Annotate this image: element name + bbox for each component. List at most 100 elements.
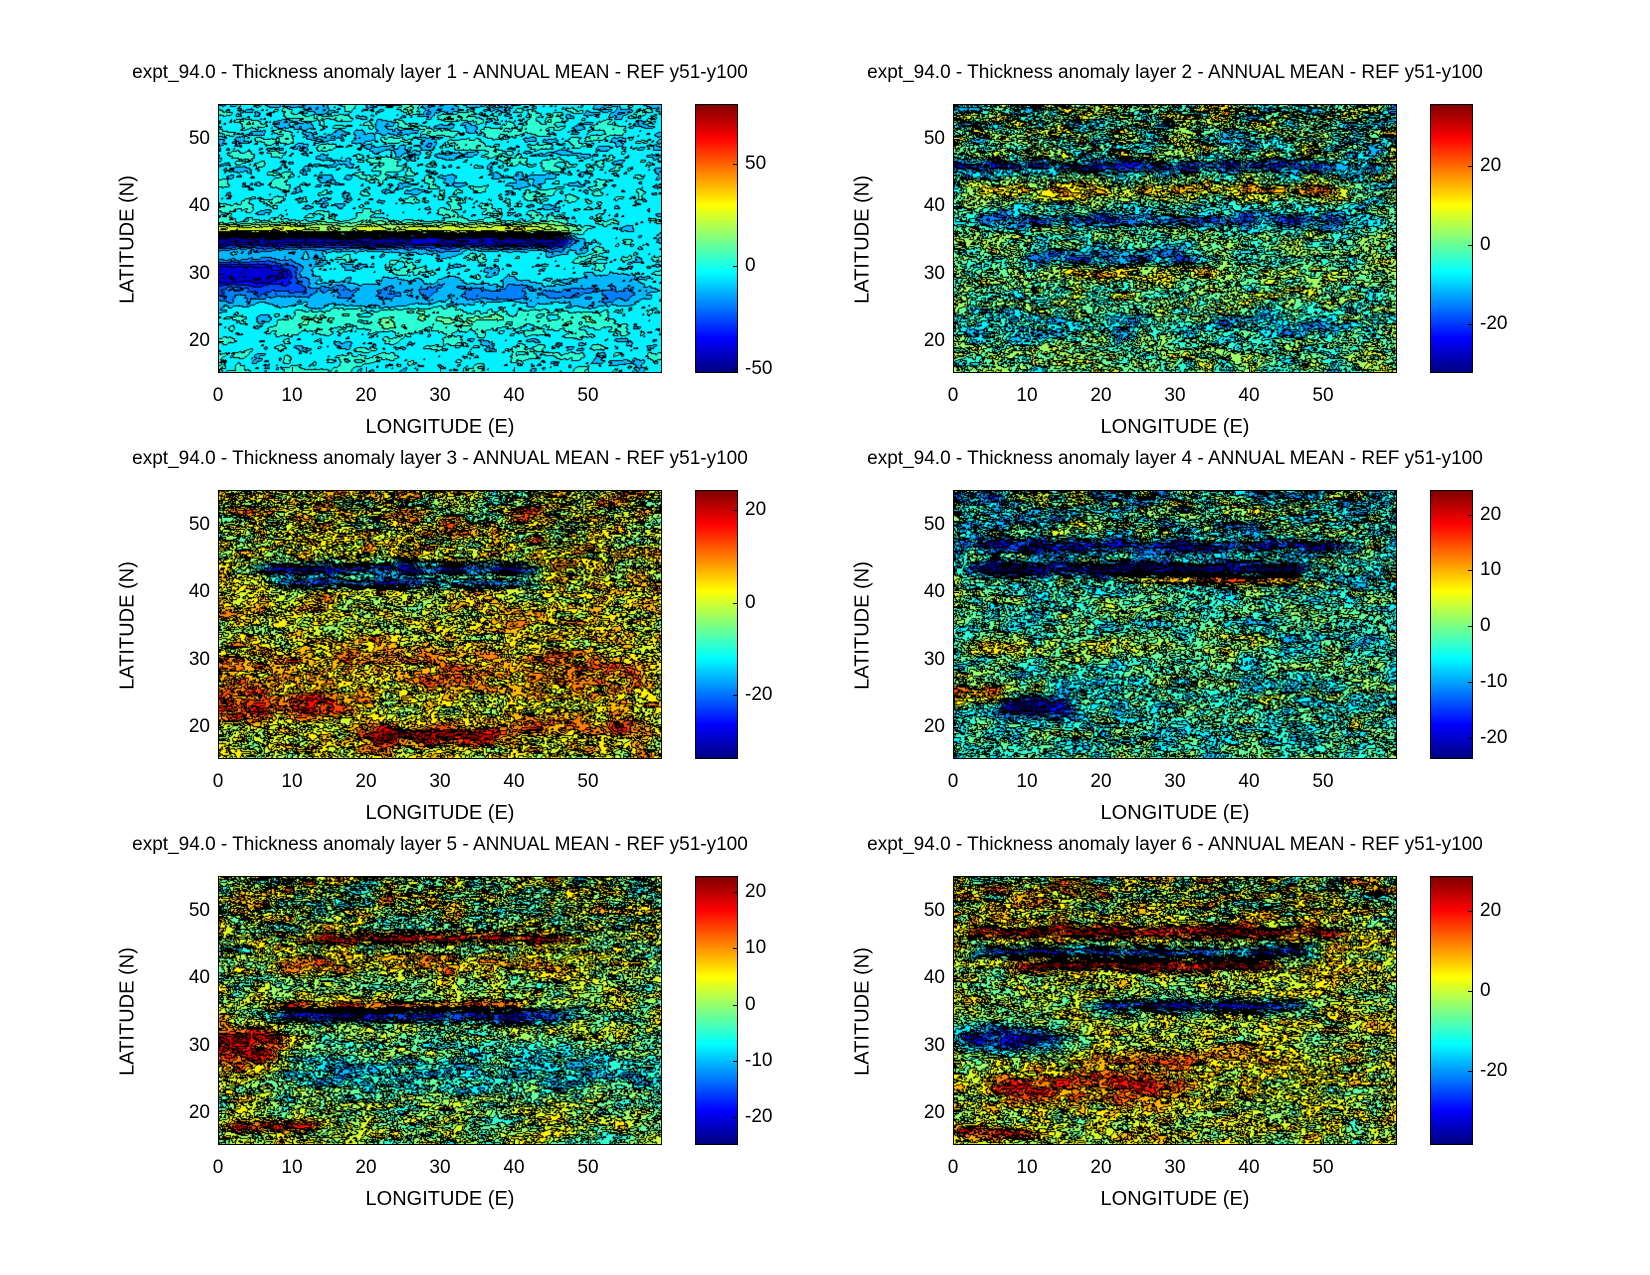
x-tick-label: 30 — [429, 771, 451, 792]
x-tick-mark — [1175, 1139, 1176, 1144]
y-tick-label: 40 — [188, 581, 210, 603]
x-tick-mark — [366, 753, 367, 758]
y-tick-mark — [219, 911, 224, 913]
x-tick-label: 50 — [577, 385, 599, 406]
x-tick-mark — [1249, 1139, 1250, 1144]
colorbar-tick-label: 20 — [1480, 155, 1502, 177]
contour-panel-layer-6: expt_94.0 - Thickness anomaly layer 6 - … — [852, 834, 1508, 1210]
x-tick-mark — [292, 1139, 293, 1144]
x-axis-label: LONGITUDE (E) — [365, 802, 515, 824]
y-tick-mark — [219, 1045, 224, 1047]
x-tick-label: 20 — [1090, 1157, 1112, 1178]
x-tick-label: 30 — [429, 385, 451, 406]
x-tick-label: 20 — [355, 1157, 377, 1178]
x-tick-mark — [440, 1139, 441, 1144]
y-tick-mark — [954, 911, 959, 913]
colorbar-tick-mark — [733, 163, 738, 165]
colorbar-tick-mark — [1468, 991, 1473, 993]
y-tick-label: 20 — [188, 1102, 210, 1124]
colorbar — [695, 876, 738, 1145]
x-tick-mark — [1101, 1139, 1102, 1144]
colorbar-tick-mark — [1468, 245, 1473, 247]
plot-title: expt_94.0 - Thickness anomaly layer 2 - … — [867, 62, 1483, 83]
x-tick-mark — [292, 753, 293, 758]
x-tick-label: 30 — [1164, 1157, 1186, 1178]
y-tick-label: 40 — [188, 195, 210, 217]
colorbar-tick-label: 0 — [745, 255, 756, 277]
colorbar-tick-mark — [733, 1004, 738, 1006]
colorbar-tick-label: -20 — [745, 1106, 773, 1128]
y-tick-mark — [219, 341, 224, 343]
x-axis-label: LONGITUDE (E) — [1100, 416, 1250, 438]
y-tick-mark — [954, 592, 959, 594]
colorbar-tick-label: -20 — [1480, 1060, 1508, 1082]
x-tick-mark — [953, 753, 954, 758]
contour-plot — [218, 490, 662, 759]
y-tick-mark — [954, 139, 959, 141]
y-tick-label: 50 — [923, 900, 945, 922]
colorbar-tick-label: -20 — [1480, 313, 1508, 335]
x-tick-label: 0 — [212, 1157, 224, 1178]
x-tick-label: 20 — [355, 385, 377, 406]
plot-title: expt_94.0 - Thickness anomaly layer 4 - … — [867, 448, 1483, 469]
y-tick-label: 50 — [188, 900, 210, 922]
y-tick-mark — [219, 273, 224, 275]
y-tick-mark — [954, 978, 959, 980]
x-tick-label: 50 — [577, 1157, 599, 1178]
colorbar — [695, 104, 738, 373]
x-tick-mark — [440, 753, 441, 758]
x-tick-mark — [218, 367, 219, 372]
colorbar-tick-label: -10 — [745, 1049, 773, 1071]
contour-plot — [218, 876, 662, 1145]
x-tick-label: 10 — [1016, 385, 1038, 406]
x-tick-mark — [1027, 753, 1028, 758]
y-tick-label: 30 — [188, 262, 210, 284]
colorbar-tick-label: 0 — [745, 993, 756, 1015]
y-tick-label: 30 — [188, 1034, 210, 1056]
y-tick-label: 50 — [188, 128, 210, 150]
x-tick-mark — [953, 367, 954, 372]
x-tick-label: 10 — [281, 385, 303, 406]
y-tick-label: 40 — [923, 967, 945, 989]
x-axis-label: LONGITUDE (E) — [365, 1188, 515, 1210]
x-tick-label: 40 — [503, 385, 525, 406]
colorbar-tick-mark — [733, 1060, 738, 1062]
colorbar-tick-label: -20 — [1480, 726, 1508, 748]
colorbar-tick-label: 20 — [1480, 899, 1502, 921]
x-tick-mark — [218, 1139, 219, 1144]
plot-title: expt_94.0 - Thickness anomaly layer 1 - … — [132, 62, 748, 83]
contour-plot — [953, 104, 1397, 373]
x-tick-mark — [588, 1139, 589, 1144]
x-axis-label: LONGITUDE (E) — [365, 416, 515, 438]
colorbar-tick-mark — [733, 1117, 738, 1119]
y-tick-label: 20 — [188, 330, 210, 352]
y-tick-mark — [954, 1045, 959, 1047]
x-tick-mark — [1323, 367, 1324, 372]
x-tick-label: 30 — [1164, 385, 1186, 406]
x-tick-label: 40 — [1238, 771, 1260, 792]
y-tick-label: 50 — [923, 514, 945, 536]
y-tick-mark — [954, 1113, 959, 1115]
x-tick-mark — [1175, 753, 1176, 758]
x-tick-label: 0 — [212, 385, 224, 406]
colorbar-tick-label: 20 — [1480, 503, 1502, 525]
y-tick-mark — [219, 978, 224, 980]
x-tick-label: 40 — [503, 1157, 525, 1178]
x-tick-label: 50 — [1312, 1157, 1334, 1178]
x-tick-mark — [1249, 367, 1250, 372]
y-tick-mark — [219, 727, 224, 729]
colorbar-tick-mark — [733, 368, 738, 370]
x-tick-label: 10 — [1016, 1157, 1038, 1178]
colorbar-tick-mark — [1468, 626, 1473, 628]
x-tick-mark — [1101, 753, 1102, 758]
colorbar-tick-label: 10 — [1480, 559, 1502, 581]
x-tick-label: 0 — [212, 771, 224, 792]
y-tick-label: 50 — [923, 128, 945, 150]
y-axis-label: LATITUDE (N) — [116, 947, 139, 1076]
x-tick-label: 20 — [355, 771, 377, 792]
y-tick-label: 30 — [923, 648, 945, 670]
colorbar-tick-mark — [1468, 1071, 1473, 1073]
colorbar — [1430, 490, 1473, 759]
x-tick-mark — [366, 367, 367, 372]
y-tick-mark — [219, 592, 224, 594]
